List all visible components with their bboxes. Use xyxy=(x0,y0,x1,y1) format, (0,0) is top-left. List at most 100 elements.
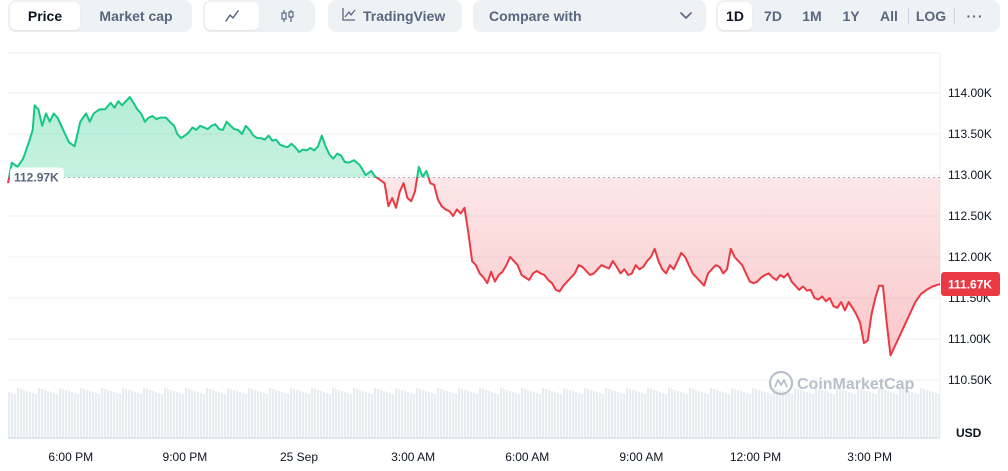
volume-bar xyxy=(302,392,305,438)
volume-bar xyxy=(806,392,809,438)
volume-bar xyxy=(83,389,86,438)
volume-bar xyxy=(605,388,608,438)
x-tick-label: 6:00 AM xyxy=(505,450,549,464)
volume-bars xyxy=(8,388,941,438)
volume-bar xyxy=(917,394,920,438)
volume-bar xyxy=(467,391,470,438)
volume-bar xyxy=(191,390,194,438)
volume-bar xyxy=(683,393,686,438)
tradingview-button[interactable]: TradingView xyxy=(328,0,462,32)
volume-bar xyxy=(887,391,890,438)
volume-bar xyxy=(374,388,377,438)
volume-bar xyxy=(74,393,77,438)
volume-bar xyxy=(821,390,824,438)
volume-bar xyxy=(722,392,725,438)
volume-bar xyxy=(800,390,803,438)
volume-bar xyxy=(776,389,779,438)
baseline-value-badge: 112.97K xyxy=(10,167,64,188)
log-scale-button[interactable]: LOG xyxy=(915,8,947,24)
volume-bar xyxy=(542,388,545,438)
volume-bar xyxy=(926,390,929,438)
volume-bar xyxy=(101,388,104,438)
volume-bar xyxy=(200,393,203,438)
volume-bar xyxy=(827,392,830,438)
volume-bar xyxy=(842,390,845,438)
volume-bar xyxy=(830,393,833,438)
volume-bar xyxy=(527,390,530,438)
volume-bar xyxy=(938,394,941,438)
candlestick-chart-button[interactable] xyxy=(263,2,313,30)
range-divider xyxy=(908,8,909,24)
volume-bar xyxy=(749,394,752,438)
volume-bar xyxy=(266,394,269,438)
volume-bar xyxy=(38,388,41,438)
volume-bar xyxy=(206,388,209,438)
volume-bar xyxy=(536,393,539,438)
time-range-toggle: 1D 7D 1M 1Y All LOG ··· xyxy=(716,0,1000,32)
volume-bar xyxy=(437,388,440,438)
volume-bar xyxy=(47,391,50,438)
range-all-button[interactable]: All xyxy=(880,8,898,24)
volume-bar xyxy=(221,393,224,438)
volume-bar xyxy=(812,394,815,438)
volume-bar xyxy=(284,393,287,438)
price-line-down xyxy=(7,177,941,357)
volume-bar xyxy=(443,390,446,438)
price-chart[interactable]: CoinMarketCap 114.00K 113.50K 113.00K 112.5… xyxy=(0,36,1008,466)
volume-bar xyxy=(848,392,851,438)
volume-bar xyxy=(458,388,461,438)
currency-label: USD xyxy=(956,426,982,440)
volume-bar xyxy=(371,394,374,438)
volume-bar xyxy=(122,388,125,438)
volume-bar xyxy=(137,393,140,438)
volume-bar xyxy=(851,393,854,438)
volume-bar xyxy=(785,392,788,438)
market-cap-tab[interactable]: Market cap xyxy=(99,8,173,24)
current-price-label: 111.67K xyxy=(948,278,992,292)
volume-bar xyxy=(470,392,473,438)
volume-bar xyxy=(251,389,254,438)
volume-bar xyxy=(644,394,647,438)
volume-bar xyxy=(803,391,806,438)
chevron-down-icon xyxy=(680,7,692,25)
volume-bar xyxy=(347,393,350,438)
volume-bar xyxy=(602,394,605,438)
volume-bar xyxy=(632,390,635,438)
volume-bar xyxy=(650,389,653,438)
volume-bar xyxy=(590,390,593,438)
volume-bar xyxy=(569,390,572,438)
volume-bar xyxy=(767,393,770,438)
volume-bar xyxy=(704,393,707,438)
volume-bar xyxy=(560,394,563,438)
volume-bar xyxy=(32,393,35,438)
x-tick-label: 3:00 PM xyxy=(847,450,892,464)
volume-bar xyxy=(116,393,119,438)
volume-bar xyxy=(44,390,47,438)
volume-bar xyxy=(92,392,95,438)
volume-bar xyxy=(362,391,365,438)
range-1m-button[interactable]: 1M xyxy=(802,8,822,24)
range-1y-button[interactable]: 1Y xyxy=(842,8,860,24)
volume-bar xyxy=(167,389,170,438)
volume-bar xyxy=(293,389,296,438)
volume-bar xyxy=(599,393,602,438)
volume-bar xyxy=(86,390,89,438)
volume-bar xyxy=(554,392,557,438)
volume-bar xyxy=(608,389,611,438)
more-options-button[interactable]: ··· xyxy=(966,8,984,24)
volume-bar xyxy=(476,394,479,438)
candlestick-icon xyxy=(280,9,296,23)
line-chart-button[interactable] xyxy=(205,2,259,30)
volume-bar xyxy=(764,392,767,438)
volume-bar xyxy=(404,391,407,438)
volume-bar xyxy=(446,391,449,438)
volume-bar xyxy=(332,388,335,438)
compare-with-dropdown[interactable]: Compare with xyxy=(473,0,706,32)
volume-bar xyxy=(20,389,23,438)
price-tab[interactable]: Price xyxy=(10,2,80,30)
volume-bar xyxy=(815,388,818,438)
range-1d-button[interactable]: 1D xyxy=(718,2,752,30)
range-7d-button[interactable]: 7D xyxy=(764,8,782,24)
volume-bar xyxy=(905,390,908,438)
watermark-text: CoinMarketCap xyxy=(797,376,915,393)
